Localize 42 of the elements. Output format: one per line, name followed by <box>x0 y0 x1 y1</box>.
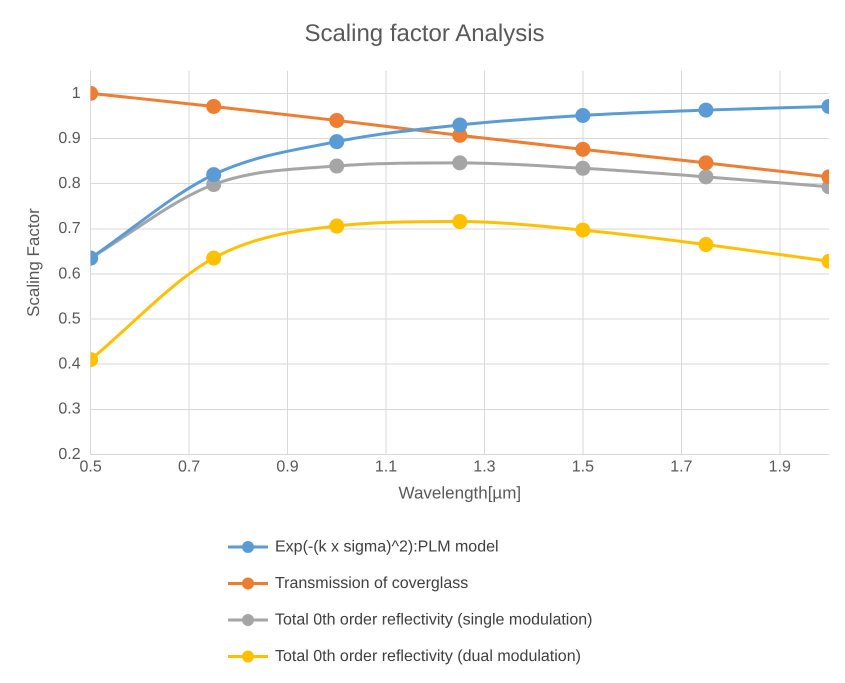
point <box>329 112 344 128</box>
y-tick-label: 1 <box>72 84 81 102</box>
y-tick-label: 0.4 <box>58 356 81 373</box>
x-tick-label: 0.5 <box>80 458 102 476</box>
point <box>698 237 714 252</box>
x-tick-label: 1.7 <box>670 458 693 476</box>
point <box>698 169 714 184</box>
y-tick-label: 0.5 <box>58 310 81 328</box>
y-tick-label: 0.8 <box>58 175 81 192</box>
point <box>698 155 714 170</box>
y-tick-label: 0.9 <box>58 130 81 147</box>
x-tick-label: 0.7 <box>178 458 200 476</box>
legend-label: Exp(-(k x sigma)^2):PLM model <box>275 538 499 556</box>
x-tick-label: 1.1 <box>374 458 398 476</box>
x-tick-label: 1.3 <box>473 458 496 476</box>
point <box>575 108 590 123</box>
point <box>329 134 344 150</box>
point <box>698 102 714 118</box>
point <box>452 214 468 230</box>
point <box>206 250 222 266</box>
point <box>452 155 468 170</box>
point <box>206 167 222 182</box>
point <box>329 158 344 174</box>
y-tick-label: 0.3 <box>58 400 81 418</box>
x-axis-title: Wavelength[µm] <box>398 483 522 502</box>
legend-label: Total 0th order reflectivity (single modulation) <box>275 611 592 628</box>
point <box>329 218 344 234</box>
y-tick-label: 0.6 <box>58 265 81 282</box>
point <box>206 98 222 114</box>
x-tick-label: 1.5 <box>572 458 594 476</box>
x-tick-label: 1.9 <box>768 458 791 476</box>
point <box>452 117 468 132</box>
y-axis-title: Scaling Factor <box>24 208 43 317</box>
point <box>575 222 590 238</box>
legend-label: Transmission of coverglass <box>275 574 468 592</box>
chart-title: Scaling factor Analysis <box>304 20 545 48</box>
point <box>575 142 590 157</box>
x-tick-label: 0.9 <box>276 458 299 476</box>
y-tick-label: 0.2 <box>58 446 81 463</box>
y-tick-label: 0.7 <box>58 220 81 238</box>
legend-label: Total 0th order reflectivity (dual modulation) <box>275 648 581 665</box>
point <box>575 160 590 176</box>
